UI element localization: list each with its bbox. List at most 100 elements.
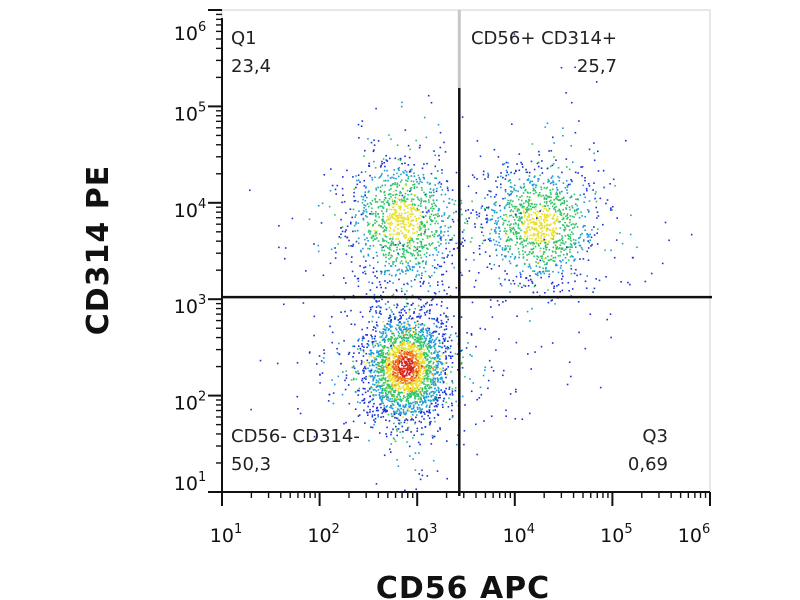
event-dot — [542, 182, 545, 185]
event-dot — [396, 383, 399, 385]
event-dot — [403, 243, 405, 246]
event-dot — [525, 218, 528, 220]
event-dot — [439, 314, 442, 316]
event-dot — [409, 237, 412, 239]
event-dot — [391, 332, 393, 335]
event-dot — [411, 352, 413, 354]
event-dot — [539, 247, 542, 250]
event-dot — [399, 205, 402, 208]
event-dot — [434, 369, 436, 371]
event-dot — [451, 366, 453, 368]
event-dot — [363, 401, 366, 404]
event-dot — [460, 202, 463, 204]
event-dot — [366, 334, 368, 336]
event-dot — [443, 212, 446, 214]
event-dot — [519, 186, 522, 188]
event-dot — [535, 214, 538, 216]
event-dot — [422, 344, 425, 346]
event-dot — [397, 168, 399, 170]
event-dot — [387, 391, 390, 393]
event-dot — [406, 419, 409, 422]
event-dot — [385, 240, 388, 243]
event-dot — [375, 300, 377, 302]
event-dot — [377, 206, 380, 208]
event-dot — [448, 202, 450, 204]
event-dot — [440, 377, 442, 379]
event-dot — [573, 272, 576, 275]
event-dot — [410, 375, 413, 378]
event-dot — [399, 158, 402, 160]
event-dot — [574, 213, 577, 216]
event-dot — [437, 222, 439, 225]
event-dot — [412, 337, 414, 339]
event-dot — [522, 253, 524, 256]
event-dot — [407, 365, 409, 368]
event-dot — [403, 309, 406, 312]
event-dot — [437, 284, 439, 286]
event-dot — [422, 433, 425, 436]
event-dot — [416, 430, 418, 432]
event-dot — [451, 402, 453, 405]
event-dot — [328, 393, 331, 396]
event-dot — [436, 317, 439, 319]
event-dot — [429, 380, 432, 382]
event-dot — [535, 242, 538, 244]
event-dot — [528, 263, 531, 266]
event-dot — [490, 240, 492, 242]
event-dot — [380, 273, 383, 275]
event-dot — [425, 372, 427, 375]
event-dot — [505, 247, 507, 249]
event-dot — [389, 398, 391, 400]
event-dot — [387, 397, 389, 399]
event-dot — [570, 246, 573, 249]
event-dot — [571, 101, 573, 104]
event-dot — [416, 414, 418, 416]
event-dot — [497, 220, 500, 222]
event-dot — [401, 369, 404, 371]
event-dot — [394, 317, 396, 319]
event-dot — [398, 360, 401, 363]
event-dot — [394, 377, 397, 380]
event-dot — [390, 138, 392, 140]
event-dot — [397, 319, 400, 321]
event-dot — [390, 321, 392, 323]
event-dot — [390, 196, 392, 198]
event-dot — [493, 210, 496, 212]
event-dot — [561, 282, 564, 284]
event-dot — [428, 199, 430, 201]
event-dot — [419, 354, 422, 357]
event-dot — [407, 339, 410, 342]
event-dot — [448, 198, 451, 200]
event-dot — [383, 366, 385, 368]
event-dot — [479, 253, 481, 256]
event-dot — [351, 256, 353, 258]
event-dot — [403, 283, 405, 286]
event-dot — [538, 225, 540, 228]
event-dot — [426, 343, 429, 345]
event-dot — [563, 213, 565, 215]
event-dot — [422, 360, 424, 363]
event-dot — [434, 331, 437, 333]
event-dot — [419, 309, 421, 311]
event-dot — [424, 270, 427, 273]
event-dot — [389, 248, 392, 251]
event-dot — [429, 341, 431, 343]
event-dot — [411, 356, 414, 359]
event-dot — [377, 213, 379, 215]
event-dot — [380, 392, 383, 394]
event-dot — [446, 373, 448, 376]
event-dot — [426, 309, 429, 312]
event-dot — [431, 390, 434, 393]
event-dot — [374, 357, 376, 359]
event-dot — [408, 342, 411, 345]
event-dot — [418, 344, 421, 347]
event-dot — [426, 410, 428, 413]
event-dot — [399, 408, 401, 410]
event-dot — [425, 344, 427, 347]
event-dot — [417, 336, 419, 339]
event-dot — [530, 278, 532, 281]
event-dot — [578, 244, 581, 247]
event-dot — [381, 391, 384, 394]
event-dot — [467, 185, 470, 188]
event-dot — [508, 260, 511, 263]
